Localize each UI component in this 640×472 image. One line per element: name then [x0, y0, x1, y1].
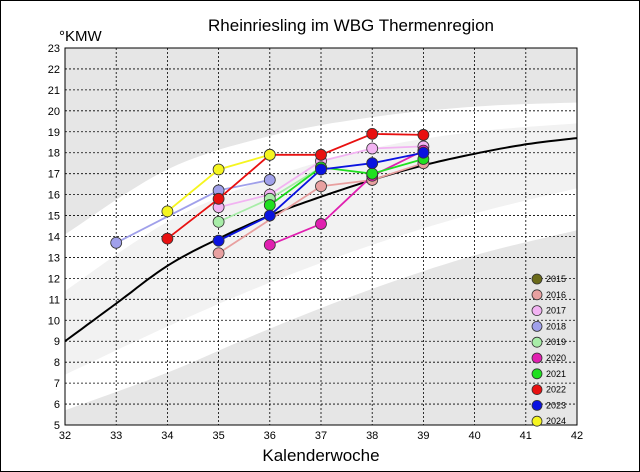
data-point-2023	[417, 146, 430, 159]
y-tick-label: 20	[48, 106, 60, 118]
y-tick-label: 8	[54, 357, 60, 369]
data-point-2020	[315, 218, 327, 230]
legend-label-2018: 2018	[546, 321, 566, 331]
data-point-2019	[212, 215, 225, 228]
legend-marker-2015	[531, 273, 543, 285]
legend-marker-2016	[531, 289, 543, 301]
y-tick-label: 16	[48, 190, 60, 202]
data-point-2024	[212, 163, 225, 176]
legend-label-2023: 2023	[546, 400, 566, 410]
series-line-2021	[269, 158, 424, 206]
y-tick-label: 5	[54, 420, 60, 432]
y-axis-unit: °KMW	[59, 28, 102, 45]
data-point-2024	[263, 148, 276, 161]
x-tick-label: 42	[571, 430, 583, 442]
legend-marker-2017	[531, 305, 543, 317]
x-tick-label: 38	[366, 430, 378, 442]
legend-label-2022: 2022	[546, 385, 566, 395]
data-point-2017	[366, 142, 379, 155]
legend-label-2019: 2019	[546, 337, 566, 347]
data-point-2022	[161, 232, 174, 245]
series-line-2022	[166, 132, 424, 240]
y-tick-label: 9	[54, 336, 60, 348]
y-tick-label: 10	[48, 315, 60, 327]
legend-marker-2022	[531, 384, 543, 396]
x-tick-label: 35	[212, 430, 224, 442]
data-point-2024	[161, 205, 174, 218]
chart-title: Rheinriesling im WBG Thermenregion	[208, 16, 494, 35]
y-tick-label: 14	[48, 232, 60, 244]
x-tick-label: 39	[417, 430, 429, 442]
y-tick-label: 23	[48, 43, 60, 55]
data-point-2023	[263, 209, 276, 222]
y-tick-label: 11	[49, 294, 60, 306]
data-point-2020	[263, 238, 276, 251]
legend-marker-2023	[531, 399, 543, 411]
x-tick-label: 32	[59, 430, 71, 442]
legend-marker-2020	[531, 352, 543, 364]
y-tick-label: 17	[48, 169, 60, 181]
legend-marker-2021	[531, 368, 543, 380]
y-tick-label: 7	[54, 378, 60, 390]
data-point-2016	[315, 180, 327, 193]
x-tick-label: 41	[520, 430, 532, 442]
data-point-2022	[366, 127, 379, 140]
x-tick-label: 37	[315, 430, 327, 442]
data-point-2023	[366, 157, 379, 170]
data-point-2016	[212, 247, 225, 260]
data-point-2023	[315, 163, 327, 176]
y-tick-label: 21	[48, 85, 60, 97]
data-point-2021	[263, 199, 276, 211]
data-point-2022	[417, 129, 430, 141]
legend-label-2020: 2020	[546, 353, 566, 363]
legend-label-2017: 2017	[546, 306, 566, 316]
y-tick-label: 15	[48, 211, 60, 223]
plot-border	[64, 47, 578, 426]
data-point-2022	[212, 192, 225, 205]
x-tick-label: 36	[264, 430, 276, 442]
y-tick-label: 18	[48, 148, 60, 160]
y-tick-label: 19	[48, 127, 60, 139]
data-point-2018	[110, 236, 123, 249]
data-point-2018	[263, 174, 276, 186]
y-tick-label: 13	[48, 252, 60, 264]
plot-area: 32 33 34 35 36 37 38 39 40 41 42 5 6 7 8 9 10 11 12 13 14 15 1…	[48, 43, 583, 442]
data-point-2022	[315, 148, 327, 161]
x-axis-label: Kalenderwoche	[262, 446, 379, 465]
data-point-2023	[212, 234, 225, 247]
legend-label-2024: 2024	[546, 416, 566, 426]
legend-label-2015: 2015	[546, 274, 566, 284]
legend-label-2016: 2016	[546, 290, 566, 300]
legend-marker-2019	[531, 336, 543, 348]
y-tick-label: 22	[48, 64, 60, 76]
series-line-2020	[269, 149, 424, 246]
y-tick-label: 12	[48, 273, 60, 285]
x-tick-label: 40	[468, 430, 480, 442]
data-point-2021	[366, 167, 379, 180]
y-tick-label: 6	[54, 399, 60, 411]
x-tick-label: 34	[161, 430, 173, 442]
reference-curve	[65, 137, 577, 343]
legend-label-2021: 2021	[546, 369, 566, 379]
legend-marker-2018	[531, 320, 543, 332]
legend-marker-2024	[531, 415, 543, 427]
x-tick-label: 33	[110, 430, 122, 442]
